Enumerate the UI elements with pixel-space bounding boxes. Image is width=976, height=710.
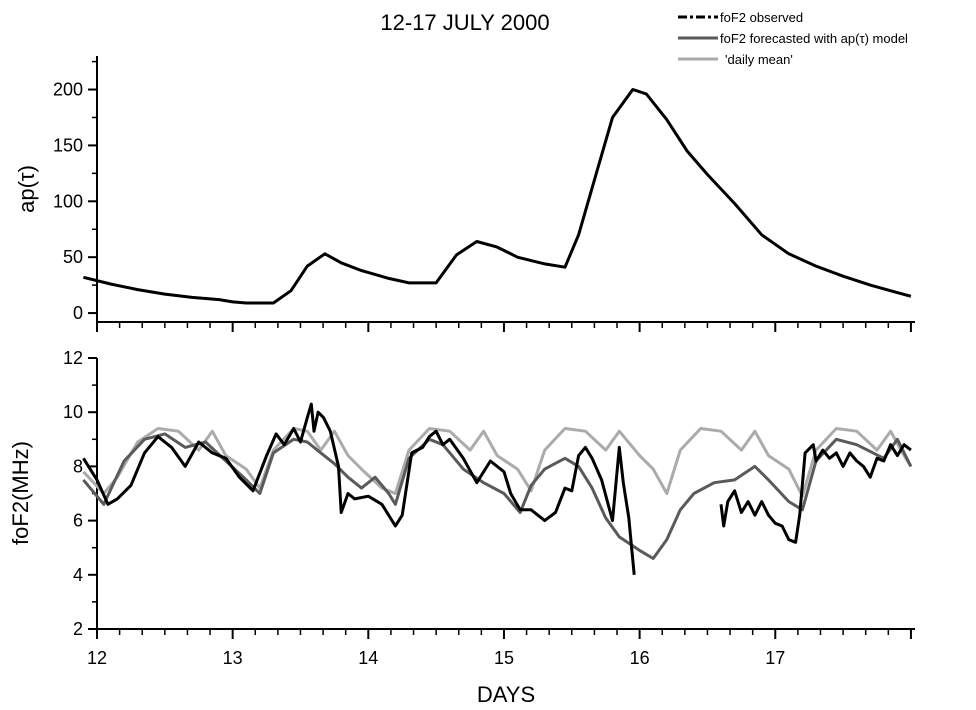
fof2-series-fof2-observed [82,402,636,575]
fof2-x-tick-label: 16 [630,648,650,668]
fof2-panel: 2 4 6 8 10 12 12 13 14 15 16 17 foF2(MHz) [8,348,915,668]
fof2-y-tick-label: 6 [73,511,83,531]
ap-y-tick-label: 150 [53,135,83,155]
fof2-y-tick-label: 4 [73,565,83,585]
ap-y-tick-label: 50 [63,247,83,267]
ap-y-ticks: 0 50 100 150 200 [53,60,97,323]
fof2-series-daily-mean [82,427,913,498]
fof2-y-tick-label: 8 [73,456,83,476]
ap-y-tick-label: 0 [73,303,83,323]
fof2-x-tick-label: 14 [358,648,378,668]
fof2-x-tick-label: 17 [765,648,785,668]
chart-title: 12-17 JULY 2000 [380,10,549,35]
ap-panel: 0 50 100 150 200 ap(τ) [14,56,915,332]
fof2-series-fof2-forecasted-with-ap-model [82,432,913,560]
ap-series [83,88,912,305]
legend: foF2 observed foF2 forecasted with ap(τ)… [678,10,908,67]
ap-y-tick-label: 100 [53,191,83,211]
ap-y-label: ap(τ) [14,165,39,213]
fof2-y-tick-label: 10 [63,402,83,422]
ap-y-tick-label: 200 [53,80,83,100]
fof2-y-ticks: 2 4 6 8 10 12 [63,348,97,639]
fof2-y-tick-label: 12 [63,348,83,368]
legend-label-forecasted: foF2 forecasted with ap(τ) model [720,31,908,46]
fof2-x-ticks: 12 13 14 15 16 17 [87,629,912,668]
fof2-series [82,402,913,575]
fof2-y-label: foF2(MHz) [8,441,33,545]
x-axis-label: DAYS [477,682,535,707]
legend-label-daily-mean: 'daily mean' [725,52,793,67]
fof2-y-tick-label: 2 [73,619,83,639]
legend-label-observed: foF2 observed [720,10,803,25]
fof2-x-tick-label: 12 [87,648,107,668]
fof2-x-tick-label: 13 [223,648,243,668]
ap-series-ap [83,88,912,305]
ap-x-ticks [96,322,912,332]
fof2-x-tick-label: 15 [494,648,514,668]
fof2-series-fof2-observed [719,443,912,544]
